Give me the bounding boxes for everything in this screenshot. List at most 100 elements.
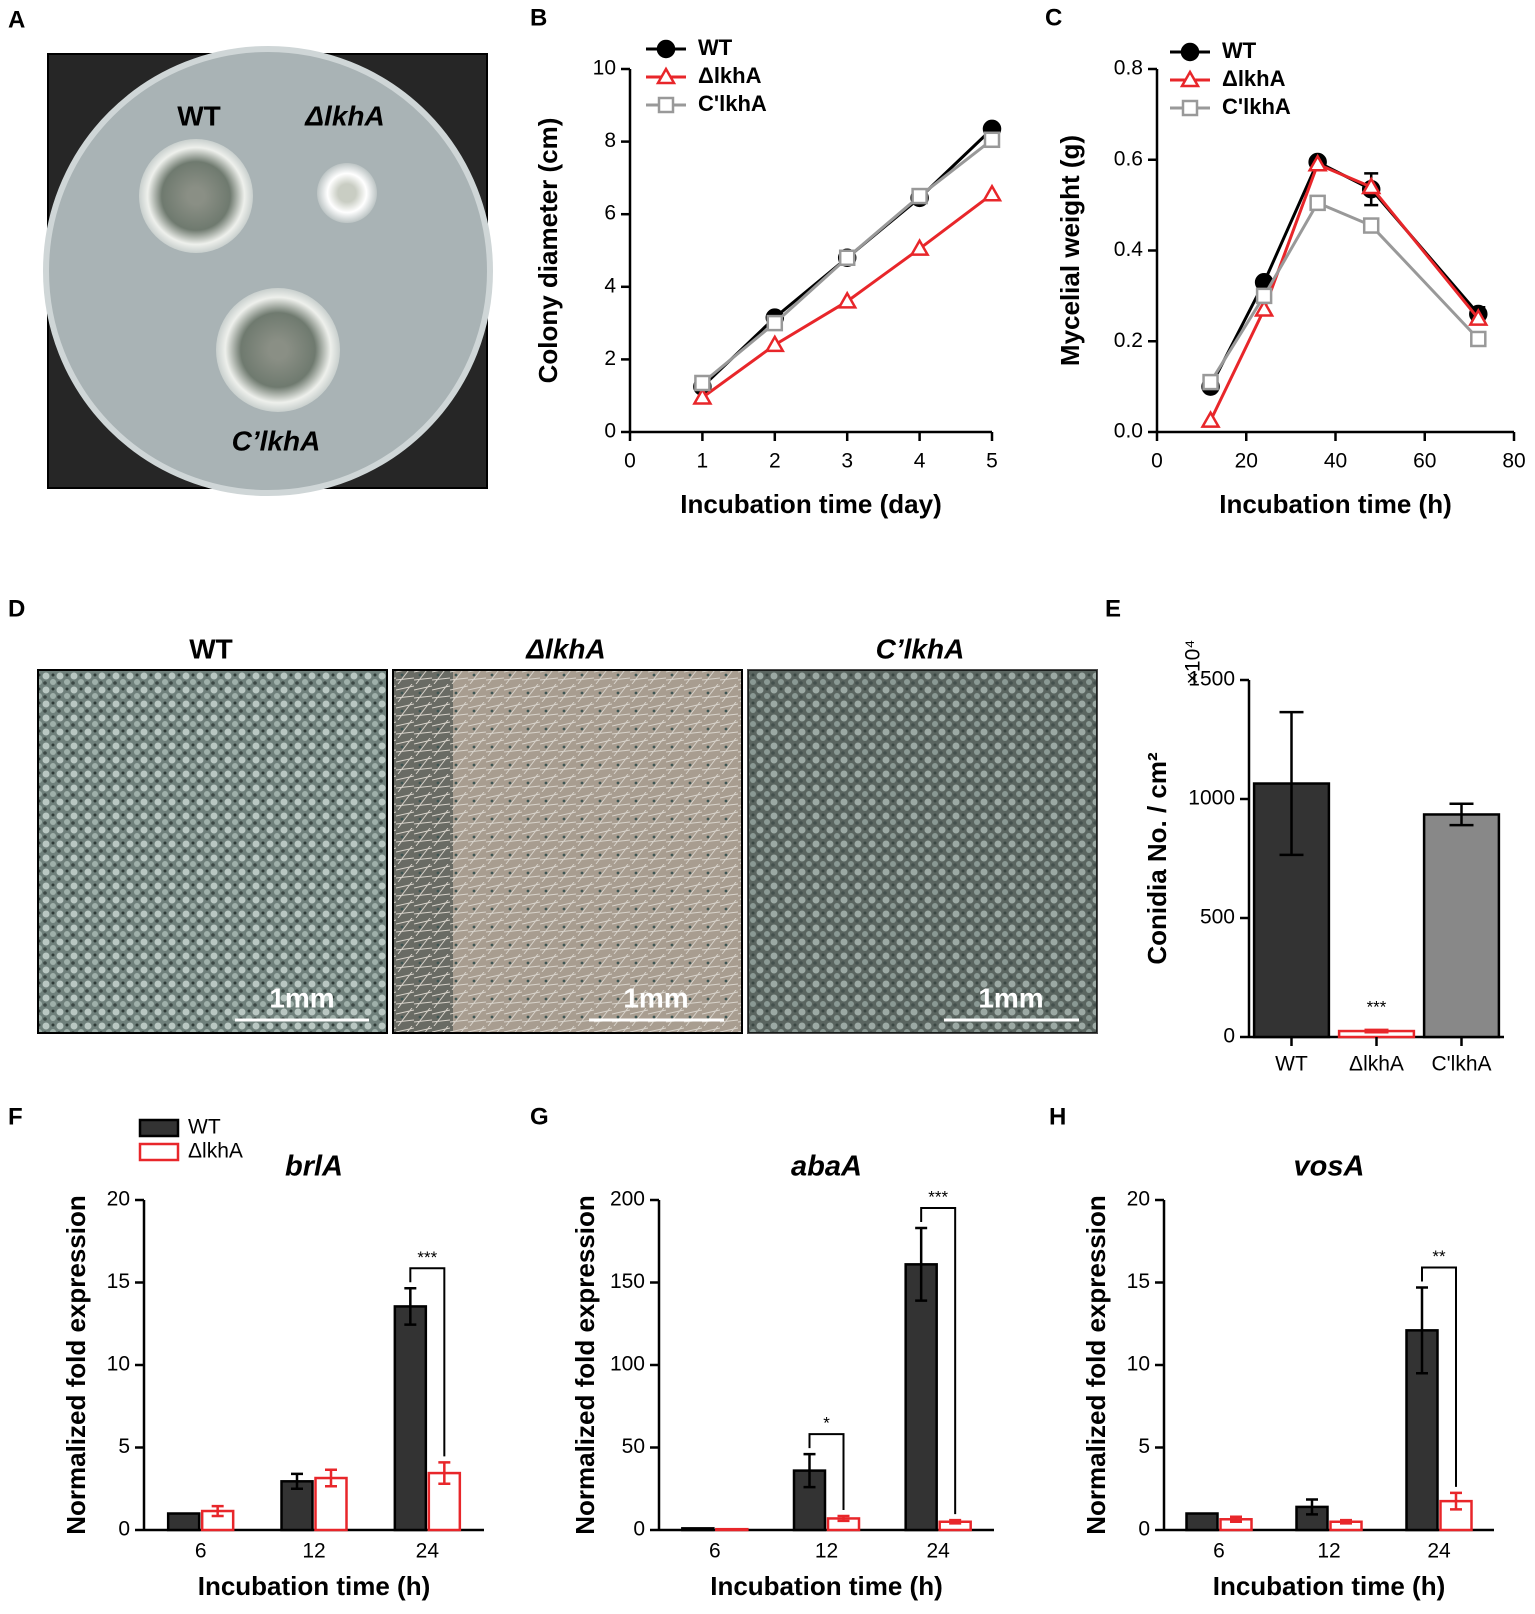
error-bar [837,1514,850,1523]
data-point [766,314,784,332]
error-bar [1279,710,1304,857]
x-tick-label: 6 [709,1540,721,1563]
y-tick-label: 1500 [1188,668,1235,691]
y-tick-label: 2 [604,347,616,370]
y-tick-label: 150 [610,1270,645,1293]
legend-label: WT [698,35,733,60]
micrograph-texture [37,669,388,1034]
y-axis-title: Colony diameter (cm) [533,118,563,384]
panel-label: H [1049,1103,1066,1130]
x-tick-label: 6 [1213,1540,1225,1563]
colony [317,163,377,223]
chart-title: vosA [1294,1151,1365,1183]
scale-label: 1mm [978,982,1043,1013]
x-tick-label: 2 [769,450,781,473]
y-axis-title: Conidia No. / cm² [1142,752,1172,965]
data-point [911,187,928,205]
y-tick-label: 500 [1200,906,1235,929]
y-tick-label: 5 [1138,1435,1150,1458]
y-axis-title: Normalized fold expression [1081,1195,1111,1535]
y-tick-label: 10 [593,57,616,80]
significance: *** [417,1248,437,1267]
significance-bracket [808,1433,845,1510]
legend-label: ΔlkhA [1222,66,1286,91]
panel-label: F [8,1103,23,1130]
x-tick-label: ΔlkhA [1349,1053,1404,1076]
data-point [981,183,1003,202]
y-tick-label: 8 [604,129,616,152]
data-point [694,374,711,392]
bar [1422,813,1501,1039]
x-tick-label: 12 [302,1540,325,1563]
x-tick-label: 80 [1502,450,1525,473]
photo-title: C’lkhA [876,633,965,664]
error-bar [1416,1286,1428,1375]
bar [166,1512,201,1532]
y-tick-label: 5 [118,1435,130,1458]
error-bar [1306,1498,1318,1516]
error-bar [211,1504,224,1518]
y-axis-title: Normalized fold expression [570,1195,600,1535]
y-tick-label: 0 [604,420,616,443]
y-tick-label: 20 [1127,1188,1150,1211]
y-axis-title: Normalized fold expression [61,1195,91,1535]
unit-label: ×10⁴ [1182,640,1205,685]
data-point [1255,287,1273,305]
error-bar [915,1226,928,1302]
error-bar [438,1461,451,1486]
panel-label: D [8,595,25,622]
data-point [909,238,930,256]
x-axis-title: Incubation time (day) [680,489,941,519]
legend-marker [1181,99,1199,117]
x-tick-label: 4 [914,450,926,473]
legend-label: ΔlkhA [698,63,762,88]
chart-title: brlA [285,1151,343,1183]
data-point [1362,217,1380,234]
y-tick-label: 0 [1138,1518,1150,1541]
error-bar [1450,1491,1462,1511]
y-tick-label: 15 [1127,1270,1150,1293]
y-tick-label: 50 [622,1435,645,1458]
y-axis-title: Mycelial weight (g) [1055,135,1085,366]
x-tick-label: 3 [841,450,853,473]
data-point [983,131,1001,149]
x-tick-label: 6 [195,1540,207,1563]
error-bar [1340,1518,1352,1525]
panel-label: B [530,4,547,31]
legend-marker [1180,42,1200,62]
data-point [1253,298,1275,317]
scale-label: 1mm [269,982,334,1013]
legend-label: WT [188,1116,221,1139]
significance: ** [1432,1247,1446,1266]
x-tick-label: 12 [815,1540,838,1563]
legend-marker [656,39,676,59]
x-tick-label: C'lkhA [1431,1053,1491,1076]
x-tick-label: 20 [1235,450,1258,473]
y-tick-label: 0.8 [1114,57,1143,80]
data-point [1307,153,1328,172]
x-axis-title: Incubation time (h) [710,1571,943,1601]
data-point [837,290,858,309]
x-tick-label: 0 [1151,450,1163,473]
significance-bracket [409,1267,446,1457]
error-bar [291,1472,303,1490]
photo-title: ΔlkhA [525,633,605,664]
data-point [692,386,713,405]
data-point [1470,330,1487,348]
x-tick-label: 24 [1427,1540,1451,1563]
series-line [1209,159,1480,388]
y-tick-label: 20 [107,1188,130,1211]
y-tick-label: 4 [604,274,616,297]
data-point [764,334,785,353]
y-tick-label: 100 [610,1353,645,1376]
x-tick-label: 24 [416,1540,440,1563]
bar [715,1527,749,1532]
colony [216,288,340,412]
significance-bracket [1421,1266,1457,1487]
micrograph-texture [747,669,1098,1034]
error-bar [404,1287,417,1326]
error-bar [949,1518,962,1525]
legend-label: ΔlkhA [188,1140,243,1163]
bar [681,1527,715,1532]
